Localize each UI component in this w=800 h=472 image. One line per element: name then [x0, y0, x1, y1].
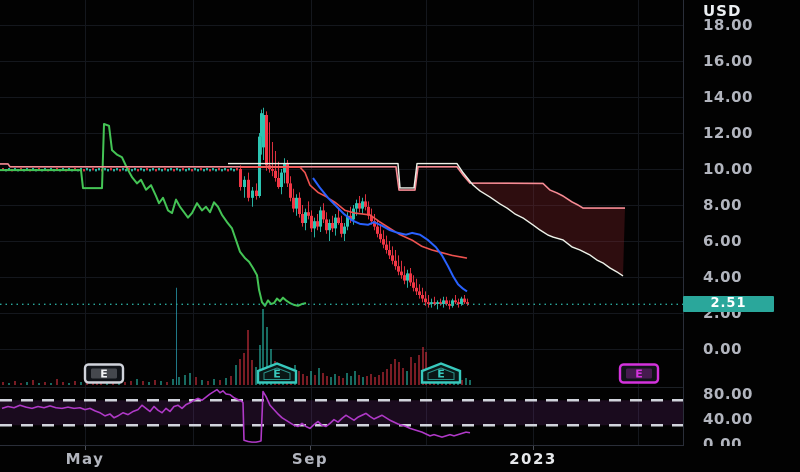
time-axis-tick [533, 446, 534, 450]
cloud-lower-line-white [228, 162, 624, 277]
cloud-upper-line-pink [0, 163, 625, 209]
grid-lines [0, 0, 683, 445]
svg-text:E: E [100, 368, 108, 381]
earnings-icon: E [618, 363, 660, 384]
price-tick-label: 14.00 [703, 88, 753, 106]
price-tick-label: 4.00 [703, 268, 743, 286]
time-axis-label[interactable]: Sep [291, 450, 329, 468]
current-price-tag: 2.51 [683, 296, 774, 312]
earnings-marker-beat-teal[interactable]: E [417, 360, 465, 386]
time-axis-tick [85, 446, 86, 450]
price-tick-label: 16.00 [703, 52, 753, 70]
earnings-icon: E [420, 362, 462, 384]
rsi-band [0, 400, 683, 426]
comparison-line-green [0, 123, 307, 307]
earnings-marker-past-gray[interactable]: E [80, 360, 128, 386]
ma-line-blue [312, 177, 468, 293]
earnings-icon: E [256, 362, 298, 384]
time-axis-label[interactable]: May [65, 450, 105, 468]
price-tick-label: 8.00 [703, 196, 743, 214]
time-axis-label[interactable]: 2023 [509, 450, 557, 468]
price-tick-label: 6.00 [703, 232, 743, 250]
time-axis-tick [310, 446, 311, 450]
rsi-line [1, 388, 471, 443]
candlesticks [239, 107, 469, 310]
svg-text:E: E [437, 368, 445, 381]
earnings-marker-beat-teal[interactable]: E [253, 360, 301, 386]
svg-text:E: E [635, 368, 643, 381]
earnings-icon: E [83, 363, 125, 384]
price-axis[interactable]: USD 18.00 16.00 14.00 12.00 10.00 8.00 6.00 4.0… [683, 0, 800, 472]
svg-text:E: E [273, 368, 281, 381]
currency-label: USD [703, 2, 742, 20]
oscillator-tick-label: 80.00 [703, 385, 753, 403]
price-tick-label: 18.00 [703, 16, 753, 34]
price-tick-label: 10.00 [703, 160, 753, 178]
earnings-marker-upcoming-magenta[interactable]: E [615, 360, 663, 386]
rsi-band-lines [0, 399, 683, 427]
time-axis[interactable]: May Sep 2023 [0, 446, 800, 472]
price-tick-label: 12.00 [703, 124, 753, 142]
oscillator-tick-label: 40.00 [703, 410, 753, 428]
price-tick-label: 0.00 [703, 340, 743, 358]
